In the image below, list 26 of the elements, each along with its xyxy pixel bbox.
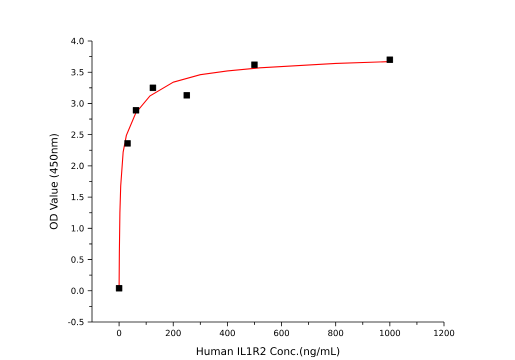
- point: [386, 56, 394, 63]
- y-tick-label: 4.0: [71, 38, 84, 44]
- point: [132, 106, 140, 114]
- point: [116, 284, 122, 292]
- y-tick-label: 3.5: [71, 68, 84, 76]
- point: [184, 92, 190, 98]
- x-tick-label: 1000: [380, 330, 400, 336]
- point: [150, 84, 156, 91]
- y-tick-label: 2.5: [71, 131, 84, 138]
- y-tick-label: 1.0: [72, 224, 84, 232]
- point: [251, 61, 258, 68]
- y-tick-label: 0.5: [71, 256, 84, 263]
- x-tick-label: 800: [328, 330, 344, 336]
- y-tick-label: 3.0: [71, 100, 84, 106]
- point: [124, 140, 131, 146]
- x-tick-label: 0: [116, 330, 122, 336]
- y-tick-label: 2.0: [71, 162, 84, 169]
- y-axis-title: OD Value (450nm): [50, 134, 59, 229]
- x-axis-title: Human IL1R2 Conc.(ng/mL): [196, 346, 340, 357]
- y-tick-label: 1.5: [72, 194, 84, 200]
- x-tick-label: 200: [166, 330, 181, 336]
- y-tick-label: -0.5: [68, 318, 84, 325]
- y-tick-label: 0.0: [71, 287, 84, 294]
- x-tick-label: 600: [274, 330, 290, 336]
- x-tick-label: 1200: [434, 330, 454, 336]
- x-tick-label: 400: [220, 330, 235, 336]
